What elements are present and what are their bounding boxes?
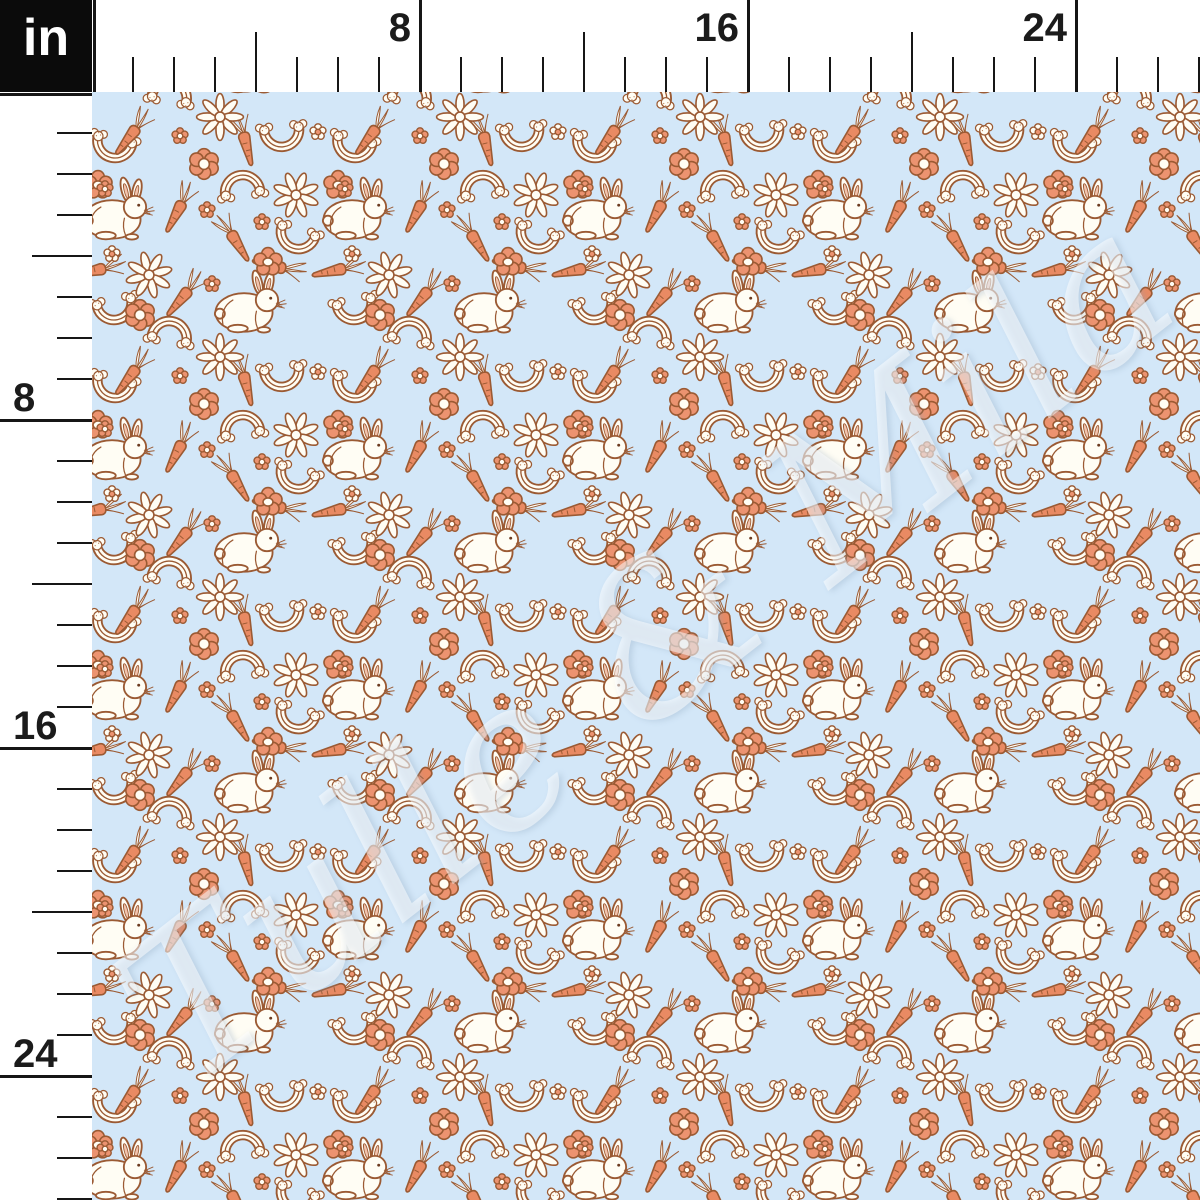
ruler-tick (255, 32, 257, 92)
ruler-left-label: 24 (13, 1032, 58, 1076)
ruler-tick (57, 460, 92, 462)
ruler-tick (57, 870, 92, 872)
ruler-tick (1157, 57, 1159, 92)
ruler-tick (57, 132, 92, 134)
unit-label: in (22, 9, 70, 67)
ruler-tick (0, 418, 92, 422)
ruler-tick (1074, 0, 1078, 92)
ruler-tick (32, 911, 92, 913)
ruler-top-label: 16 (694, 6, 740, 50)
ruler-tick (57, 665, 92, 667)
ruler-tick (32, 255, 92, 257)
ruler-tick (57, 378, 92, 380)
ruler-tick (57, 624, 92, 626)
ruler-tick (57, 337, 92, 339)
fabric-pattern-fill (92, 92, 1200, 1200)
ruler-tick (0, 746, 92, 750)
ruler-tick (57, 993, 92, 995)
ruler-tick (132, 57, 134, 92)
ruler-left-label: 8 (13, 376, 36, 420)
ruler-tick (57, 706, 92, 708)
ruler-tick (57, 501, 92, 503)
ruler-tick (0, 1074, 92, 1078)
ruler-tick (57, 173, 92, 175)
ruler-tick (706, 57, 708, 92)
ruler-tick (952, 57, 954, 92)
ruler-tick (57, 788, 92, 790)
ruler-tick (1198, 57, 1200, 92)
ruler-tick (57, 214, 92, 216)
ruler-tick (57, 1157, 92, 1159)
ruler-tick (665, 57, 667, 92)
ruler-tick (57, 829, 92, 831)
ruler-tick (418, 0, 422, 92)
ruler-tick (296, 57, 298, 92)
ruler-tick (57, 952, 92, 954)
ruler-tick (788, 57, 790, 92)
ruler-tick (57, 1198, 92, 1200)
ruler-tick (870, 57, 872, 92)
ruler-tick (173, 57, 175, 92)
ruler-tick (624, 57, 626, 92)
ruler-tick (32, 583, 92, 585)
unit-box: in (0, 0, 92, 92)
ruler-tick (214, 57, 216, 92)
ruler-tick (829, 57, 831, 92)
ruler-tick (542, 57, 544, 92)
fabric-swatch: Tulle & Mila (92, 92, 1200, 1200)
ruler-tick (378, 57, 380, 92)
ruler-tick (337, 57, 339, 92)
ruler-tick (746, 0, 750, 92)
ruler-top: 8 16 24 (0, 0, 1200, 92)
ruler-tick (93, 0, 96, 92)
ruler-tick (1034, 57, 1036, 92)
ruler-top-label: 8 (388, 6, 411, 50)
ruler-tick (57, 296, 92, 298)
ruler-tick (1116, 57, 1118, 92)
ruler-tick (57, 1034, 92, 1036)
ruler-tick (460, 57, 462, 92)
ruler-tick (57, 542, 92, 544)
ruler-top-label: 24 (1022, 6, 1068, 50)
ruler-tick (911, 32, 913, 92)
ruler-tick (501, 57, 503, 92)
ruler-tick (583, 32, 585, 92)
ruler-tick (57, 1116, 92, 1118)
ruler-tick (0, 93, 92, 96)
fabric-pattern-svg (92, 92, 1200, 1200)
ruler-left-label: 16 (13, 704, 58, 748)
ruler-tick (993, 57, 995, 92)
ruler-left: 8 16 24 (0, 0, 92, 1200)
